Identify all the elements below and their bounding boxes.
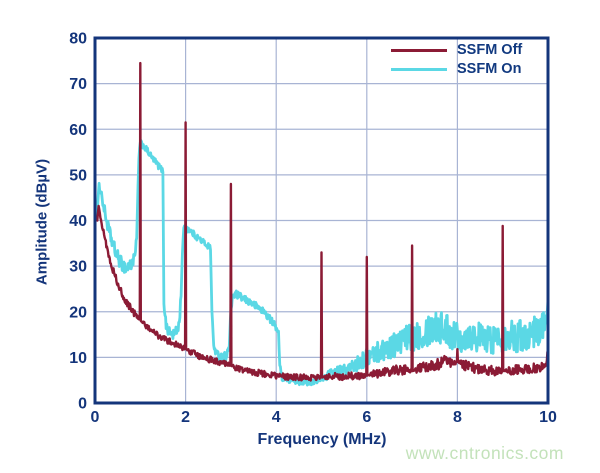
x-tick-label: 6	[362, 409, 371, 426]
y-tick-label: 20	[69, 304, 87, 321]
y-tick-label: 0	[78, 396, 87, 413]
legend-swatch-ssfm-off	[391, 49, 447, 52]
y-tick-label: 40	[69, 213, 87, 230]
legend-swatch-ssfm-on	[391, 68, 447, 71]
watermark-text: www.cntronics.com	[405, 443, 564, 463]
y-axis-title: Amplitude (dBµV)	[33, 158, 51, 286]
legend-item-ssfm-off: SSFM Off	[391, 43, 522, 58]
y-tick-label: 30	[69, 259, 87, 276]
y-tick-label: 80	[69, 31, 87, 48]
series-layer	[95, 61, 548, 387]
x-axis-title: Frequency (MHz)	[257, 431, 387, 448]
x-tick-label: 10	[539, 409, 557, 426]
series-ssfm-off	[96, 61, 548, 382]
y-tick-label: 50	[69, 167, 87, 184]
legend-item-ssfm-on: SSFM On	[391, 62, 522, 77]
y-tick-label: 70	[69, 76, 87, 93]
x-tick-label: 2	[181, 409, 190, 426]
legend-label-ssfm-off: SSFM Off	[457, 42, 523, 58]
chart-legend: SSFM Off SSFM On	[391, 43, 522, 77]
x-tick-label: 0	[91, 409, 100, 426]
x-tick-label: 4	[272, 409, 281, 426]
plot-border	[93, 36, 550, 405]
y-tick-label: 10	[69, 350, 87, 367]
x-tick-label: 8	[453, 409, 462, 426]
y-tick-label: 60	[69, 122, 87, 139]
legend-label-ssfm-on: SSFM On	[457, 61, 522, 77]
